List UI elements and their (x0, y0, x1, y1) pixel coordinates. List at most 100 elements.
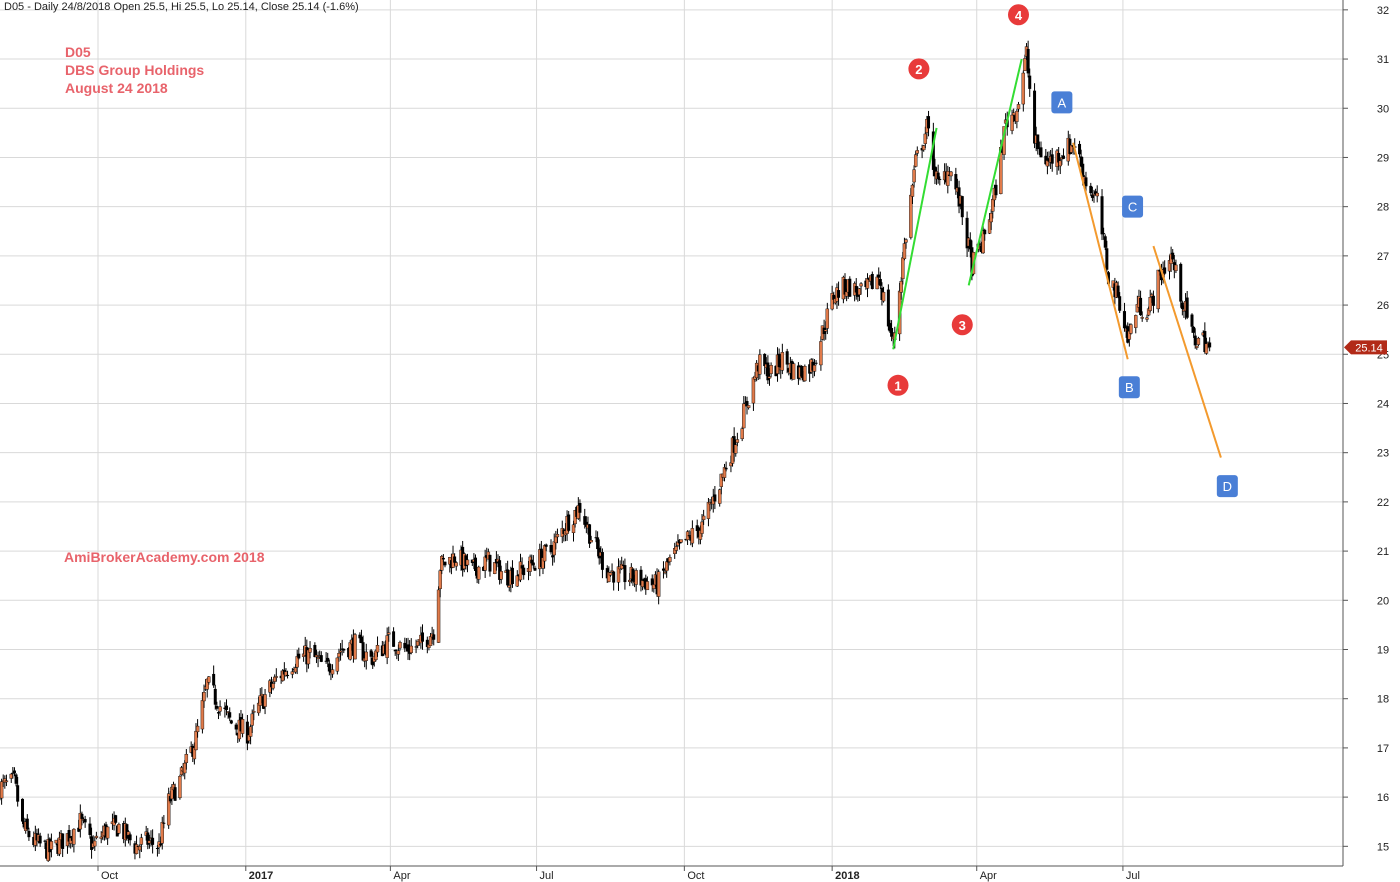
candle-body (1089, 185, 1093, 194)
candle-body (286, 674, 290, 676)
candle-body (160, 822, 164, 844)
wave-marker-label: 3 (959, 318, 966, 333)
candle-body (1026, 48, 1030, 74)
candle-body (814, 362, 818, 364)
candle-body (899, 281, 903, 293)
candle-body (819, 341, 823, 366)
candle-body (67, 829, 71, 842)
candle-body (1010, 114, 1014, 131)
candle-body (1139, 297, 1143, 316)
candle-body (392, 631, 396, 647)
candle-body (1015, 110, 1019, 122)
candle-body (406, 644, 410, 652)
candle-body (668, 557, 672, 562)
candle-body (252, 711, 256, 713)
candle-body (293, 667, 298, 673)
candle-body (428, 636, 433, 647)
candle-body (359, 636, 363, 644)
candle-body (533, 567, 537, 571)
candle-body (200, 700, 205, 730)
candle-body (983, 229, 987, 235)
candle-body (510, 567, 514, 584)
candle-body (674, 546, 679, 551)
candle-body (544, 544, 548, 547)
candle-body (1208, 342, 1212, 348)
candle-body (991, 198, 995, 212)
candle-body (1050, 154, 1054, 164)
candle-body (117, 824, 121, 834)
candle-body (250, 713, 254, 726)
candle-body (453, 556, 457, 563)
candle-body (981, 230, 985, 254)
candle-body (1016, 104, 1021, 110)
watermark-label: AmiBrokerAcademy.com 2018 (64, 549, 265, 565)
candle-body (619, 564, 624, 569)
candle-body (483, 556, 487, 571)
candle-body (1023, 58, 1027, 71)
candle-body (923, 133, 928, 144)
candle-body (700, 521, 704, 534)
ticker-label: D05 (65, 44, 91, 60)
candle-body (314, 654, 319, 658)
candle-body (146, 832, 150, 845)
candle-body (1011, 112, 1016, 116)
candle-body (1185, 297, 1189, 318)
candle-body (316, 657, 320, 659)
candle-body (1037, 148, 1041, 150)
candle-body (713, 494, 717, 502)
candle-body (173, 787, 177, 801)
candle-body (870, 273, 874, 290)
candle-body (763, 353, 767, 367)
candle-body (549, 544, 553, 553)
candle-body (465, 559, 470, 566)
candle-body (1090, 194, 1094, 198)
y-tick-label: 31 (1377, 54, 1389, 66)
x-tick-label: Oct (101, 870, 118, 882)
candle-body (1179, 263, 1183, 302)
candle-body (531, 562, 535, 566)
candle-body (436, 589, 441, 643)
candle-body (43, 840, 47, 842)
candle-body (271, 683, 275, 689)
candle-body (844, 291, 849, 297)
candle-body (212, 673, 216, 686)
candle-body (751, 377, 756, 404)
candle-body (324, 660, 328, 662)
candle-body (54, 839, 58, 844)
candle-body (968, 239, 972, 250)
candle-body (93, 840, 97, 847)
candle-body (785, 351, 789, 365)
candle-body (1193, 335, 1197, 346)
orange-trend-line (1152, 245, 1222, 458)
candle-body (1123, 311, 1127, 329)
candle-body (9, 773, 13, 779)
candle-body (881, 291, 886, 302)
candle-body (308, 648, 312, 653)
candle-body (1129, 324, 1133, 334)
candle-body (1092, 194, 1096, 196)
candle-body (1190, 314, 1194, 327)
candle-body (875, 276, 879, 290)
candle-body (717, 489, 722, 504)
candle-body (1079, 156, 1083, 167)
x-tick-label: Oct (687, 870, 704, 882)
y-tick-label: 29 (1377, 152, 1389, 164)
candle-body (734, 444, 738, 454)
wave-marker-A (1051, 91, 1073, 114)
candle-body (245, 721, 249, 744)
y-tick-label: 28 (1377, 202, 1389, 214)
candle-body (758, 354, 762, 375)
candle-body (520, 565, 524, 569)
candle-body (387, 632, 391, 635)
candle-body (628, 579, 632, 582)
y-tick-label: 23 (1377, 448, 1389, 460)
candle-body (14, 774, 18, 784)
candle-body (634, 570, 638, 585)
wave-marker-label: 2 (915, 62, 922, 77)
candle-body (1061, 155, 1065, 159)
candle-body (128, 834, 132, 841)
candle-body (936, 172, 940, 180)
candle-body (1106, 272, 1110, 285)
wave-marker-label: A (1058, 95, 1067, 110)
candle-body (396, 650, 401, 655)
